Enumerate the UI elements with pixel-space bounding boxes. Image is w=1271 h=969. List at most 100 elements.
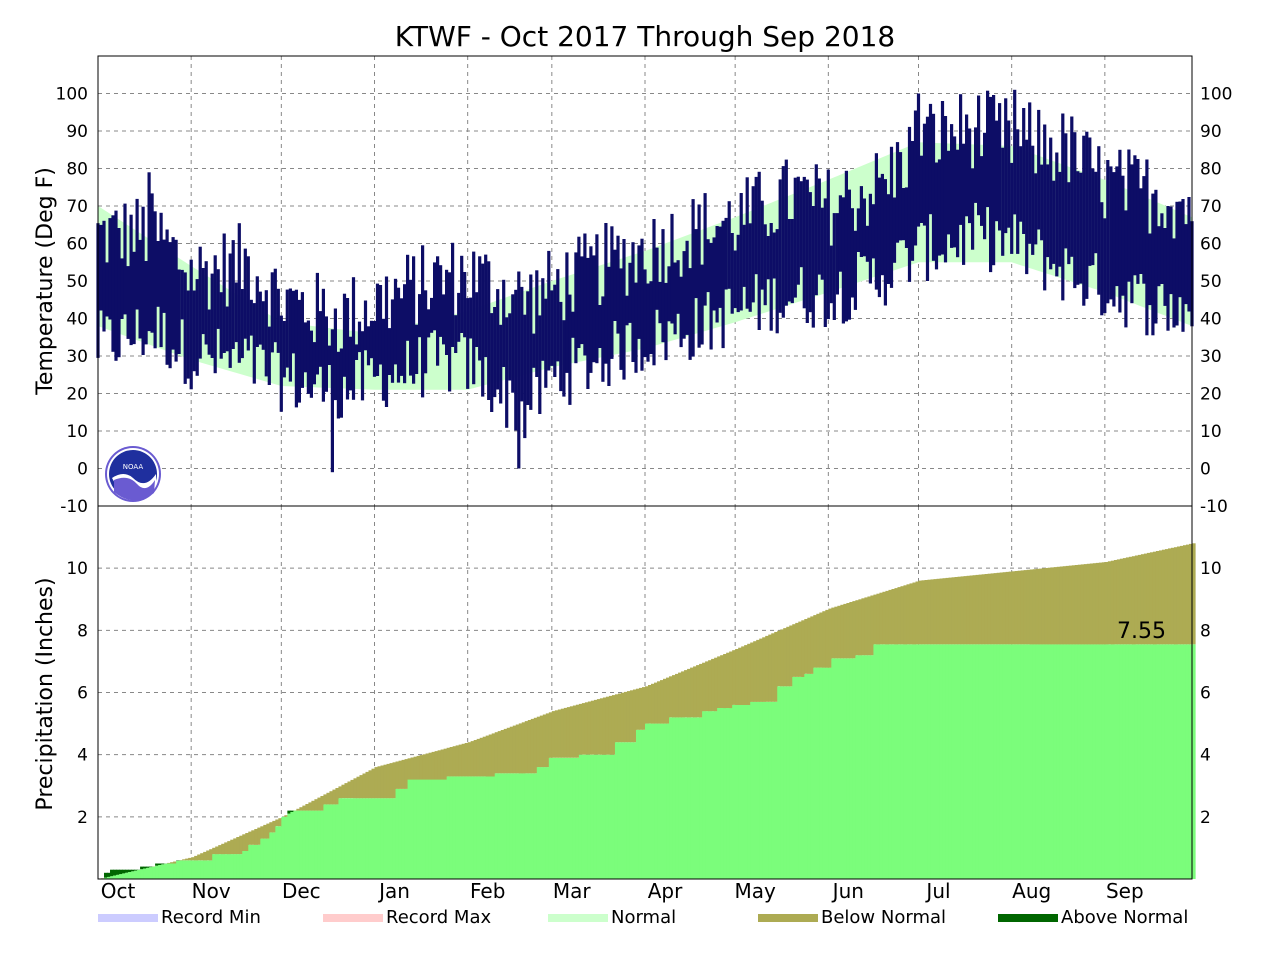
observed-precipitation-fill bbox=[1002, 644, 1007, 879]
observed-temperature-bar bbox=[472, 251, 476, 385]
observed-precipitation-fill bbox=[957, 644, 962, 879]
observed-temperature-bar bbox=[799, 181, 803, 268]
below-normal-fill bbox=[993, 573, 998, 645]
observed-precipitation-fill bbox=[1146, 644, 1151, 879]
observed-precipitation-fill bbox=[825, 667, 829, 879]
below-normal-fill bbox=[1080, 564, 1085, 645]
observed-temperature-bar bbox=[1145, 159, 1149, 336]
observed-precipitation-fill bbox=[188, 860, 192, 879]
observed-precipitation-fill bbox=[506, 773, 511, 879]
observed-temperature-bar bbox=[610, 226, 614, 359]
observed-precipitation-fill bbox=[900, 644, 905, 879]
observed-temperature-bar bbox=[700, 264, 704, 345]
below-normal-fill bbox=[972, 575, 977, 645]
observed-precipitation-fill bbox=[284, 816, 288, 879]
observed-precipitation-fill bbox=[380, 798, 385, 879]
observed-temperature-bar bbox=[1061, 113, 1065, 301]
observed-temperature-bar bbox=[601, 296, 605, 382]
observed-precipitation-fill bbox=[494, 773, 499, 879]
observed-temperature-bar bbox=[1052, 180, 1056, 264]
below-normal-fill bbox=[470, 741, 475, 777]
observed-temperature-bar bbox=[1070, 116, 1074, 257]
observed-temperature-bar bbox=[267, 326, 271, 385]
observed-temperature-bar bbox=[793, 177, 797, 298]
observed-precipitation-fill bbox=[1059, 644, 1064, 879]
observed-precipitation-fill bbox=[1008, 644, 1013, 879]
observed-temperature-bar bbox=[835, 213, 839, 295]
observed-temperature-bar bbox=[583, 233, 587, 356]
observed-temperature-bar bbox=[974, 127, 978, 203]
observed-precipitation-fill bbox=[416, 779, 421, 879]
observed-temperature-bar bbox=[1082, 135, 1086, 306]
observed-precipitation-fill bbox=[173, 863, 177, 879]
below-normal-fill bbox=[356, 776, 361, 799]
observed-temperature-bar bbox=[781, 166, 785, 318]
below-normal-fill bbox=[440, 749, 445, 780]
observed-temperature-bar bbox=[724, 217, 728, 290]
below-normal-fill bbox=[834, 606, 838, 659]
observed-temperature-bar bbox=[715, 226, 719, 323]
below-normal-fill bbox=[654, 682, 658, 724]
observed-precipitation-fill bbox=[455, 776, 460, 879]
observed-precipitation-fill bbox=[1155, 644, 1160, 879]
below-normal-fill bbox=[377, 766, 382, 799]
temperature-tick-left-50: 50 bbox=[66, 272, 88, 292]
observed-precipitation-fill bbox=[458, 776, 463, 879]
below-normal-fill bbox=[846, 603, 850, 659]
observed-temperature-bar bbox=[129, 214, 133, 346]
observed-temperature-bar bbox=[436, 256, 440, 366]
observed-temperature-bar bbox=[177, 269, 181, 354]
observed-temperature-bar bbox=[535, 270, 539, 377]
observed-precipitation-fill bbox=[1014, 644, 1019, 879]
below-normal-fill bbox=[599, 698, 604, 755]
below-normal-fill bbox=[1029, 569, 1034, 645]
below-normal-fill bbox=[542, 714, 547, 768]
observed-precipitation-fill bbox=[945, 644, 950, 879]
precipitation-frame bbox=[97, 505, 1193, 880]
observed-precipitation-fill bbox=[281, 816, 285, 879]
observed-temperature-bar bbox=[986, 90, 990, 208]
below-normal-fill bbox=[723, 654, 727, 709]
observed-precipitation-fill bbox=[975, 644, 980, 879]
below-normal-fill bbox=[789, 625, 793, 687]
logo-badge: NOAA bbox=[123, 463, 144, 471]
observed-temperature-bar bbox=[279, 315, 283, 412]
observed-temperature-bar bbox=[751, 186, 755, 303]
observed-precipitation-fill bbox=[861, 655, 866, 879]
below-normal-fill bbox=[648, 685, 652, 724]
observed-precipitation-fill bbox=[332, 804, 337, 879]
below-normal-fill bbox=[269, 822, 273, 833]
observed-precipitation-fill bbox=[798, 677, 802, 879]
observed-temperature-bar bbox=[529, 274, 533, 410]
observed-precipitation-fill bbox=[783, 686, 787, 879]
below-normal-fill bbox=[557, 709, 562, 758]
observed-temperature-bar bbox=[291, 290, 295, 354]
observed-temperature-bar bbox=[198, 246, 202, 359]
observed-precipitation-fill bbox=[473, 776, 478, 879]
below-normal-fill bbox=[666, 677, 670, 724]
below-normal-fill bbox=[726, 652, 730, 708]
below-normal-fill bbox=[419, 755, 424, 780]
above-normal-fill bbox=[140, 866, 144, 870]
precipitation-tick-left-2: 2 bbox=[77, 808, 88, 828]
observed-temperature-bar bbox=[679, 276, 683, 348]
observed-precipitation-fill bbox=[1116, 644, 1121, 879]
observed-temperature-bar bbox=[673, 262, 677, 335]
below-normal-fill bbox=[275, 819, 279, 827]
observed-precipitation-fill bbox=[440, 779, 445, 879]
observed-temperature-bar bbox=[580, 256, 584, 345]
observed-precipitation-fill bbox=[732, 704, 736, 879]
observed-temperature-bar bbox=[772, 232, 776, 279]
observed-precipitation-fill bbox=[741, 704, 745, 879]
below-normal-fill bbox=[801, 620, 805, 677]
below-normal-fill bbox=[1140, 554, 1145, 645]
observed-precipitation-fill bbox=[575, 757, 580, 879]
month-label-jan: Jan bbox=[377, 879, 410, 903]
observed-precipitation-fill bbox=[572, 757, 577, 879]
observed-precipitation-fill bbox=[972, 644, 977, 879]
below-normal-fill bbox=[239, 835, 243, 855]
below-normal-fill bbox=[371, 768, 376, 799]
below-normal-fill bbox=[903, 585, 908, 645]
observed-temperature-bar bbox=[775, 229, 779, 334]
below-normal-fill bbox=[783, 628, 787, 687]
